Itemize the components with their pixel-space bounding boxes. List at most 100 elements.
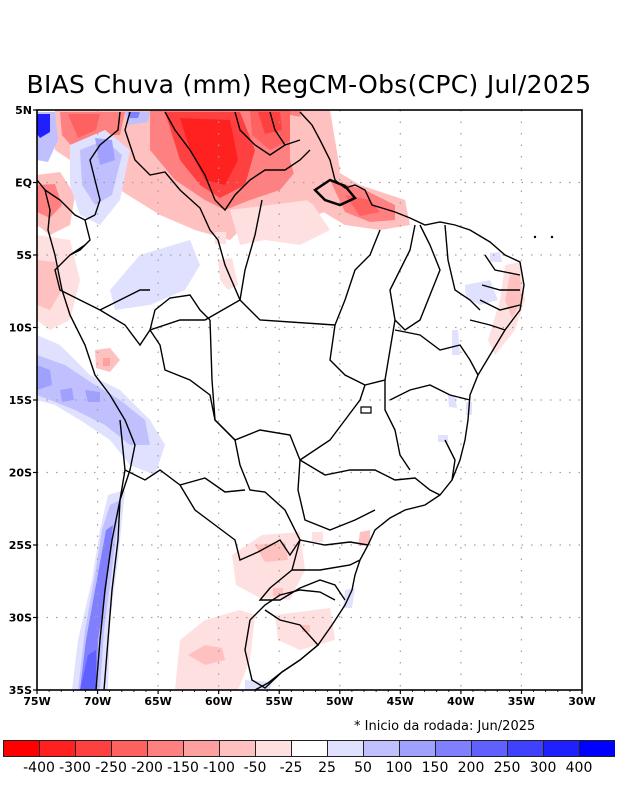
y-tick-label: 25S	[9, 539, 32, 552]
colorbar-swatch	[3, 740, 40, 757]
border-brazil-west	[54, 111, 241, 347]
region-peru-south-deficit-core	[103, 358, 110, 366]
country-state-borders	[37, 111, 525, 690]
y-tick-label: 5S	[16, 249, 32, 262]
region-pampa-deficit-mid	[188, 645, 225, 665]
region-north-amazon-core	[180, 118, 238, 185]
coastline-atlantic	[254, 111, 525, 690]
y-tick-label: 10S	[9, 322, 32, 335]
border-venezuela-brazil	[164, 111, 311, 212]
colorbar-swatch	[399, 740, 436, 757]
colorbar-label: -400	[23, 760, 55, 776]
run-start-note: * Inicio da rodada: Jun/2025	[354, 719, 536, 734]
colorbar-swatch	[75, 740, 112, 757]
x-axis: 75W 70W 65W 60W 55W 50W 45W 40W 35W 30W	[23, 690, 596, 708]
x-tick-label: 60W	[205, 695, 232, 708]
x-tick-label: 65W	[144, 695, 171, 708]
colorbar-swatch	[363, 740, 400, 757]
state-border-piaui-ceara	[444, 224, 481, 311]
state-border-ne-states	[469, 254, 521, 331]
x-tick-label: 50W	[326, 695, 353, 708]
region-sp-deficit	[312, 532, 323, 542]
state-border-maranhao-piaui	[394, 224, 441, 331]
y-tick-label: 20S	[9, 467, 32, 480]
island-fernando-de-noronha	[533, 235, 537, 239]
border-colombia-venezuela	[89, 111, 121, 216]
colorbar-label: -300	[59, 760, 91, 776]
colorbar-swatch	[507, 740, 544, 757]
colorbar-swatch	[291, 740, 328, 757]
colorbar-label: -150	[167, 760, 199, 776]
state-border-ms-sp	[297, 459, 376, 531]
colorbar-swatch	[147, 740, 184, 757]
colorbar-label: -100	[203, 760, 235, 776]
x-tick-label: 45W	[387, 695, 414, 708]
coastline-pacific	[37, 179, 136, 690]
coastline-marajo	[313, 178, 357, 207]
state-border-minas	[384, 380, 456, 481]
state-border-bahia	[389, 329, 479, 401]
map-plot: 75W 70W 65W 60W 55W 50W 45W 40W 35W 30W 5N EQ 5S 10S…	[9, 104, 596, 708]
region-sc-coast-deficit	[358, 530, 370, 546]
colorbar-label: 200	[457, 760, 485, 776]
border-bolivia-south	[124, 469, 246, 493]
border-uruguay	[244, 609, 320, 689]
colorbar-swatch	[471, 740, 508, 757]
y-axis: 5N EQ 5S 10S 15S 20S 25S 30S 35S	[9, 104, 37, 697]
colorbar-swatch	[219, 740, 256, 757]
colorbar-swatch	[543, 740, 580, 757]
colorbar-label: -25	[279, 760, 303, 776]
colorbar-swatch	[39, 740, 76, 757]
region-colombia-north-strong	[68, 114, 100, 138]
colorbar-label: 150	[421, 760, 449, 776]
colorbar-swatch	[579, 740, 615, 757]
colorbar-swatch	[183, 740, 220, 757]
region-ecuador-mid	[37, 184, 62, 218]
region-chile-surplus-strong	[80, 525, 113, 690]
colorbar	[3, 740, 615, 757]
y-tick-label: 15S	[9, 394, 32, 407]
x-tick-label: 35W	[508, 695, 535, 708]
y-tick-label: 35S	[9, 684, 32, 697]
region-paraguay-deficit-mid	[255, 542, 288, 596]
colorbar-label: 400	[565, 760, 593, 776]
colorbar-label: 50	[354, 760, 372, 776]
x-tick-label: 75W	[23, 695, 50, 708]
border-guianas	[234, 111, 301, 156]
island-atol	[550, 235, 554, 239]
state-border-tocantins-east	[384, 224, 416, 381]
colorbar-label: 25	[318, 760, 336, 776]
colorbar-swatch	[111, 740, 148, 757]
colorbar-label: 100	[385, 760, 413, 776]
region-venezuela-surplus-core	[128, 112, 140, 118]
region-andes-surplus-strong	[37, 365, 100, 402]
state-border-mato-grosso	[209, 319, 301, 461]
colorbar-label: -200	[131, 760, 163, 776]
chart-title: BIAS Chuva (mm) RegCM-Obs(CPC) Jul/2025	[26, 70, 592, 99]
region-colombia-nw-surplus-core	[37, 114, 50, 138]
state-border-rondonia-acre	[99, 289, 211, 331]
state-border-pr-sc	[292, 539, 369, 571]
border-brazil-bolivia	[149, 329, 346, 601]
border-peru-colombia	[69, 219, 91, 256]
state-border-goias	[299, 384, 441, 496]
region-amazon-south-pink	[218, 258, 238, 290]
region-amapa-para-strong	[345, 195, 380, 216]
df-box	[360, 406, 372, 414]
border-ecuador-peru	[44, 189, 96, 221]
region-bahia-surplus	[438, 330, 472, 442]
colorbar-label: -50	[243, 760, 267, 776]
x-tick-label: 55W	[265, 695, 292, 708]
region-ne-interior-surplus	[465, 252, 502, 305]
y-tick-label: 5N	[15, 104, 32, 117]
colorbar-label: 250	[493, 760, 521, 776]
bias-field	[37, 110, 525, 690]
colorbar-label: -250	[95, 760, 127, 776]
y-tick-label: 30S	[9, 612, 32, 625]
state-border-amazonas-para	[239, 199, 336, 326]
y-tick-label: EQ	[15, 177, 32, 190]
region-chile-surplus-core	[80, 650, 96, 690]
x-tick-label: 40W	[447, 695, 474, 708]
colorbar-swatch	[435, 740, 472, 757]
x-tick-label: 70W	[84, 695, 111, 708]
